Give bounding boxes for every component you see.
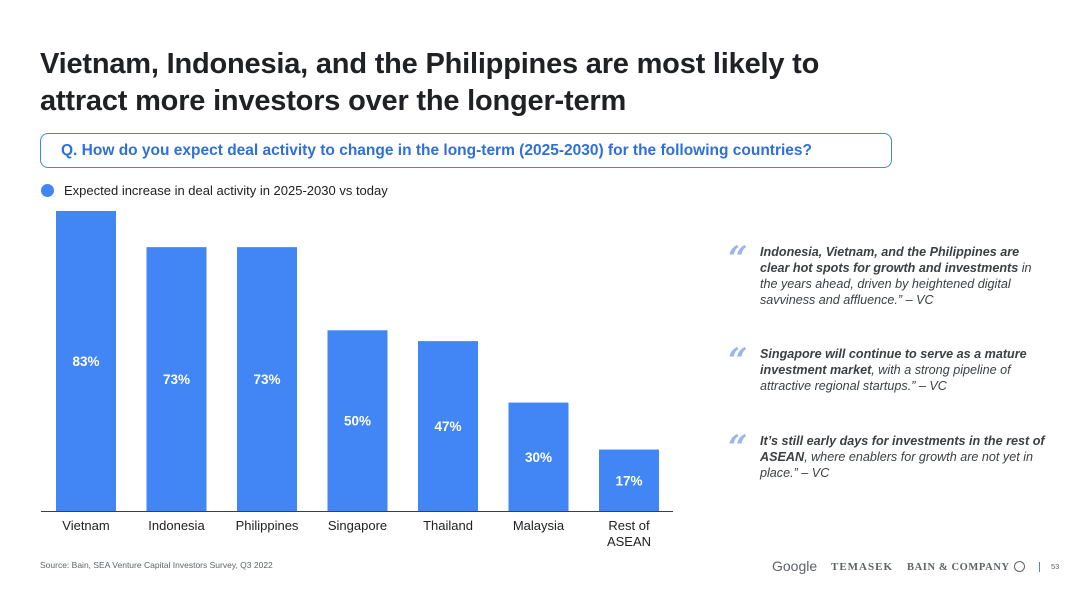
quote-rest: in the years ahead, driven by heightened…: [760, 261, 1032, 307]
bain-logo-text: BAIN & COMPANY: [907, 562, 1010, 573]
page-number: 53: [1051, 562, 1060, 571]
bar-rest-of-asean: [599, 449, 659, 511]
data-label: 17%: [615, 473, 642, 488]
survey-question-box: Q. How do you expect deal activity to ch…: [40, 133, 892, 168]
data-label: 73%: [163, 372, 190, 387]
bar-malaysia: [508, 402, 569, 511]
bar-singapore: [327, 330, 388, 511]
category-label: Indonesia: [148, 518, 205, 533]
bar-philippines: [237, 247, 297, 511]
chart-legend: Expected increase in deal activity in 20…: [41, 183, 388, 198]
bar-vietnam: [56, 211, 116, 511]
legend-swatch: [41, 184, 54, 197]
data-label: 50%: [344, 414, 371, 429]
quote-mark-icon: “: [728, 239, 748, 279]
data-label: 30%: [525, 450, 552, 465]
bar-chart: 83% Vietnam 73% Indonesia 73% Philippines 50% S…: [41, 211, 673, 549]
data-label: 83%: [72, 354, 99, 369]
bar-thailand: [418, 341, 478, 511]
category-label: Thailand: [423, 518, 473, 533]
category-label: Vietnam: [62, 518, 109, 533]
bar-indonesia: [146, 247, 207, 511]
quote-text: Indonesia, Vietnam, and the Philippines …: [760, 244, 1048, 308]
temasek-logo: TEMASEK: [831, 561, 894, 573]
category-label: Rest of ASEAN: [607, 518, 651, 549]
google-logo: Google: [772, 558, 818, 574]
quote-emphasis: Singapore will continue to serve as a ma…: [760, 347, 1027, 377]
bain-logo: BAIN & COMPANY: [907, 561, 1025, 573]
source-note: Source: Bain, SEA Venture Capital Invest…: [40, 560, 273, 570]
legend-label: Expected increase in deal activity in 20…: [64, 183, 388, 198]
page-title: Vietnam, Indonesia, and the Philippines …: [40, 48, 820, 117]
quote-text: Singapore will continue to serve as a ma…: [760, 346, 1048, 394]
quote-text: It’s still early days for investments in…: [760, 433, 1048, 481]
quote-mark-icon: “: [728, 341, 748, 381]
category-label: Malaysia: [513, 518, 565, 533]
quote-3: “ It’s still early days for investments …: [728, 428, 1048, 481]
quote-rest: , where enablers for growth are not yet …: [760, 450, 1034, 480]
quote-2: “ Singapore will continue to serve as a …: [728, 341, 1048, 394]
footer-divider: [1039, 562, 1040, 572]
category-label: Philippines: [236, 518, 299, 533]
quote-rest: , with a strong pipeline of attractive r…: [760, 363, 1011, 393]
bain-mark-icon: [1013, 561, 1025, 572]
data-label: 47%: [434, 419, 461, 434]
data-label: 73%: [253, 372, 280, 387]
quote-mark-icon: “: [728, 428, 748, 468]
quote-emphasis: It’s still early days for investments in…: [760, 434, 1045, 464]
category-label: Singapore: [328, 518, 387, 533]
quote-emphasis: Indonesia, Vietnam, and the Philippines …: [760, 245, 1020, 275]
quote-1: “ Indonesia, Vietnam, and the Philippine…: [728, 239, 1048, 308]
survey-question-text: Q. How do you expect deal activity to ch…: [61, 141, 813, 159]
